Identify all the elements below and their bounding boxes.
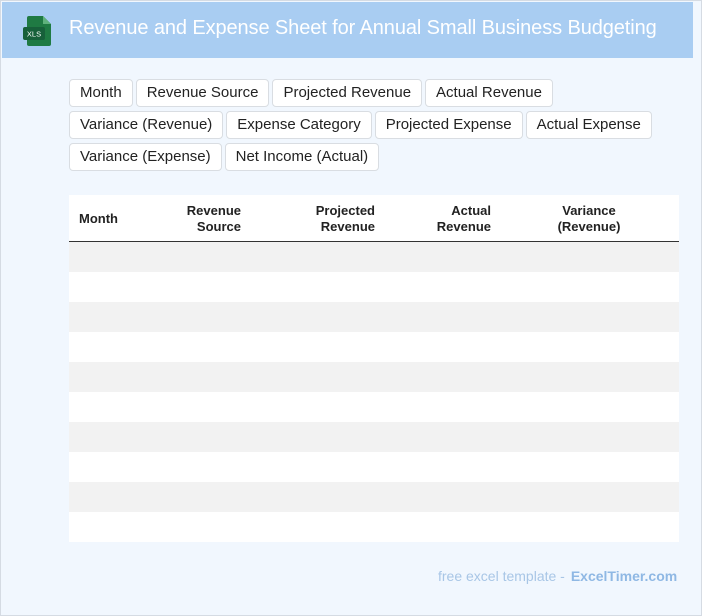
- header-projected-revenue-line1: Projected: [315, 203, 375, 218]
- chip-projected-expense[interactable]: Projected Expense: [374, 111, 523, 139]
- header-projected-revenue-line2: Revenue: [320, 219, 375, 234]
- table-row[interactable]: [69, 452, 679, 482]
- header-actual-revenue-line1: Actual: [451, 203, 491, 218]
- table-row[interactable]: [69, 512, 679, 542]
- header-projected-revenue: Projected Revenue: [295, 203, 375, 235]
- table-header: Month Revenue Source Projected Revenue A…: [69, 195, 679, 242]
- table-row[interactable]: [69, 272, 679, 302]
- chip-projected-revenue[interactable]: Projected Revenue: [272, 79, 423, 107]
- title-bar: XLS Revenue and Expense Sheet for Annual…: [2, 2, 693, 58]
- table-row[interactable]: [69, 362, 679, 392]
- table-row[interactable]: [69, 482, 679, 512]
- chip-net-income-actual[interactable]: Net Income (Actual): [224, 143, 380, 171]
- footer-label: free excel template -: [438, 568, 565, 584]
- table-row[interactable]: [69, 332, 679, 362]
- footer-credit: free excel template - ExcelTimer.com: [438, 568, 677, 584]
- budget-table: Month Revenue Source Projected Revenue A…: [69, 195, 679, 542]
- header-month: Month: [79, 211, 118, 226]
- header-revenue-source: Revenue Source: [169, 203, 241, 235]
- header-actual-revenue: Actual Revenue: [419, 203, 491, 235]
- chip-actual-expense[interactable]: Actual Expense: [525, 111, 652, 139]
- header-revenue-source-line2: Source: [196, 219, 241, 234]
- chip-revenue-source[interactable]: Revenue Source: [135, 79, 270, 107]
- chip-variance-expense[interactable]: Variance (Expense): [69, 143, 222, 171]
- header-actual-revenue-line2: Revenue: [436, 219, 491, 234]
- xls-icon-label: XLS: [27, 30, 41, 39]
- table-row[interactable]: [69, 422, 679, 452]
- table-body: [69, 242, 679, 542]
- xls-file-icon: XLS: [23, 16, 51, 46]
- footer-brand-link[interactable]: ExcelTimer.com: [570, 568, 678, 584]
- header-variance-revenue-line2: (Revenue): [557, 219, 621, 234]
- header-variance-revenue: Variance (Revenue): [549, 203, 629, 235]
- page-title: Revenue and Expense Sheet for Annual Sma…: [69, 17, 657, 39]
- table-row[interactable]: [69, 302, 679, 332]
- chip-month[interactable]: Month: [69, 79, 133, 107]
- chip-variance-revenue[interactable]: Variance (Revenue): [69, 111, 224, 139]
- chip-expense-category[interactable]: Expense Category: [226, 111, 372, 139]
- table-row[interactable]: [69, 242, 679, 272]
- header-variance-revenue-line1: Variance: [562, 203, 616, 218]
- column-chip-list: Month Revenue Source Projected Revenue A…: [69, 79, 699, 171]
- table-row[interactable]: [69, 392, 679, 422]
- header-revenue-source-line1: Revenue: [186, 203, 241, 218]
- chip-actual-revenue[interactable]: Actual Revenue: [425, 79, 553, 107]
